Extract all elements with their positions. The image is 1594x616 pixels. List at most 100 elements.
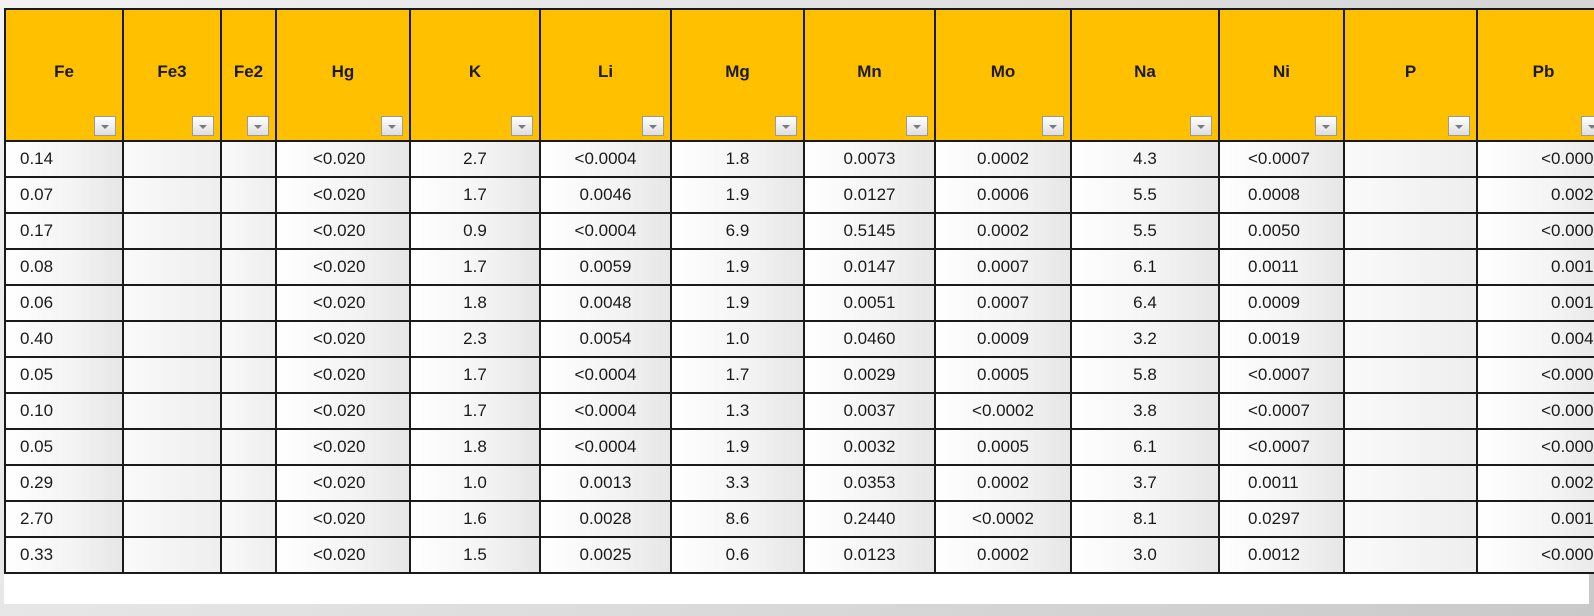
table-cell[interactable]: 0.29	[4, 464, 124, 502]
table-cell[interactable]	[122, 320, 222, 358]
table-cell[interactable]	[1343, 356, 1478, 394]
table-cell[interactable]: 0.06	[4, 284, 124, 322]
table-cell[interactable]: 5.5	[1070, 212, 1220, 250]
table-cell[interactable]: 0.0011	[1218, 464, 1345, 502]
table-cell[interactable]: 1.6	[409, 500, 541, 538]
table-cell[interactable]: <0.020	[275, 248, 411, 286]
table-cell[interactable]: 0.0019	[1218, 320, 1345, 358]
table-cell[interactable]: 0.0011	[1218, 248, 1345, 286]
table-cell[interactable]: 0.0054	[539, 320, 672, 358]
table-cell[interactable]: 0.0032	[803, 428, 936, 466]
table-cell[interactable]: 0.0028	[539, 500, 672, 538]
table-cell[interactable]	[122, 212, 222, 250]
table-cell[interactable]: 3.2	[1070, 320, 1220, 358]
table-cell[interactable]: 1.7	[409, 356, 541, 394]
table-cell[interactable]	[1343, 284, 1478, 322]
table-cell[interactable]: 0.0050	[1218, 212, 1345, 250]
table-cell[interactable]: <0.020	[275, 536, 411, 574]
table-cell[interactable]: 0.0013	[539, 464, 672, 502]
table-cell[interactable]: 0.0002	[934, 212, 1072, 250]
table-cell[interactable]: 3.8	[1070, 392, 1220, 430]
table-cell[interactable]	[1343, 464, 1478, 502]
table-cell[interactable]: <0.020	[275, 356, 411, 394]
table-cell[interactable]	[122, 536, 222, 574]
table-cell[interactable]	[122, 464, 222, 502]
table-cell[interactable]: 0.0007	[934, 248, 1072, 286]
table-cell[interactable]: <0.020	[275, 212, 411, 250]
table-cell[interactable]	[220, 248, 277, 286]
table-cell[interactable]: 6.1	[1070, 248, 1220, 286]
table-cell[interactable]	[220, 140, 277, 178]
table-cell[interactable]	[122, 140, 222, 178]
table-cell[interactable]: 0.0029	[1476, 464, 1594, 502]
table-cell[interactable]: 0.0005	[934, 356, 1072, 394]
table-cell[interactable]: 0.9	[409, 212, 541, 250]
filter-dropdown-icon[interactable]	[381, 116, 403, 136]
table-cell[interactable]	[1343, 212, 1478, 250]
table-cell[interactable]	[1343, 176, 1478, 214]
table-cell[interactable]: <0.0004	[539, 212, 672, 250]
table-cell[interactable]	[220, 320, 277, 358]
table-cell[interactable]	[220, 392, 277, 430]
filter-dropdown-icon[interactable]	[1448, 116, 1470, 136]
table-cell[interactable]: <0.020	[275, 140, 411, 178]
table-cell[interactable]	[1343, 536, 1478, 574]
table-cell[interactable]: <0.0005	[1476, 140, 1594, 178]
table-cell[interactable]: <0.0004	[539, 356, 672, 394]
table-cell[interactable]: 0.5145	[803, 212, 936, 250]
filter-dropdown-icon[interactable]	[1581, 116, 1594, 136]
table-cell[interactable]: <0.0005	[1476, 356, 1594, 394]
table-cell[interactable]: 0.0051	[803, 284, 936, 322]
filter-dropdown-icon[interactable]	[192, 116, 214, 136]
table-cell[interactable]: <0.0005	[1476, 428, 1594, 466]
table-cell[interactable]: 0.0016	[1476, 284, 1594, 322]
table-cell[interactable]: <0.0004	[539, 140, 672, 178]
table-cell[interactable]: 0.33	[4, 536, 124, 574]
table-cell[interactable]: 0.0006	[934, 176, 1072, 214]
table-cell[interactable]: 0.08	[4, 248, 124, 286]
table-cell[interactable]: 0.40	[4, 320, 124, 358]
table-cell[interactable]: 1.8	[670, 140, 805, 178]
table-cell[interactable]: 0.0012	[1218, 536, 1345, 574]
filter-dropdown-icon[interactable]	[511, 116, 533, 136]
table-cell[interactable]: 0.0013	[1476, 248, 1594, 286]
table-cell[interactable]	[122, 428, 222, 466]
table-cell[interactable]: 0.0029	[803, 356, 936, 394]
table-cell[interactable]	[1343, 500, 1478, 538]
table-cell[interactable]: 0.2440	[803, 500, 936, 538]
table-cell[interactable]: 0.07	[4, 176, 124, 214]
table-cell[interactable]: 1.7	[409, 392, 541, 430]
table-cell[interactable]	[122, 500, 222, 538]
table-cell[interactable]: 2.70	[4, 500, 124, 538]
table-cell[interactable]: <0.020	[275, 428, 411, 466]
table-cell[interactable]: <0.0007	[1218, 356, 1345, 394]
table-cell[interactable]: <0.0005	[1476, 212, 1594, 250]
table-cell[interactable]	[122, 284, 222, 322]
table-cell[interactable]: 1.9	[670, 248, 805, 286]
table-cell[interactable]	[1343, 428, 1478, 466]
table-cell[interactable]	[1343, 392, 1478, 430]
table-cell[interactable]	[122, 176, 222, 214]
table-cell[interactable]: <0.020	[275, 284, 411, 322]
table-cell[interactable]: 0.0460	[803, 320, 936, 358]
table-cell[interactable]: 0.0048	[539, 284, 672, 322]
table-cell[interactable]: <0.0007	[1218, 428, 1345, 466]
table-cell[interactable]: 1.7	[670, 356, 805, 394]
table-cell[interactable]	[220, 212, 277, 250]
table-cell[interactable]: 1.9	[670, 428, 805, 466]
table-cell[interactable]: 0.05	[4, 356, 124, 394]
table-cell[interactable]: 0.0297	[1218, 500, 1345, 538]
table-cell[interactable]: 2.3	[409, 320, 541, 358]
filter-dropdown-icon[interactable]	[1315, 116, 1337, 136]
table-cell[interactable]: 3.0	[1070, 536, 1220, 574]
table-cell[interactable]	[220, 284, 277, 322]
table-cell[interactable]: 1.5	[409, 536, 541, 574]
table-cell[interactable]: <0.020	[275, 464, 411, 502]
table-cell[interactable]: 5.5	[1070, 176, 1220, 214]
table-cell[interactable]: 0.0009	[934, 320, 1072, 358]
table-cell[interactable]: 0.0025	[539, 536, 672, 574]
table-cell[interactable]: 0.0002	[934, 140, 1072, 178]
table-cell[interactable]	[122, 392, 222, 430]
table-cell[interactable]: 1.0	[409, 464, 541, 502]
filter-dropdown-icon[interactable]	[642, 116, 664, 136]
